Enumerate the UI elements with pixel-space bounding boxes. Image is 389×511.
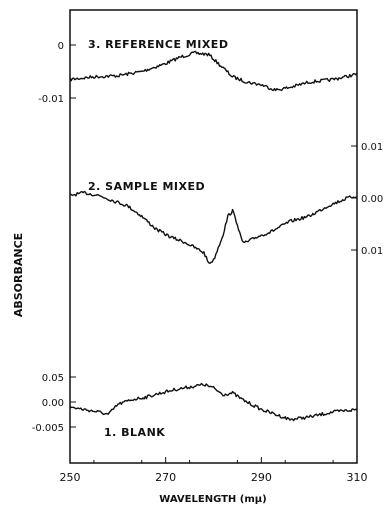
y-tick-label: 0.00 [42,398,64,409]
y-tick-label: 0.01 [361,142,383,153]
x-axis-title: WAVELENGTH (mμ) [159,494,266,505]
y-tick-label: 0.01 [361,246,383,257]
x-tick-label: 290 [251,471,272,484]
series-line [69,382,358,422]
y-tick-label: 0.05 [42,373,64,384]
y-axis-title: ABSORBANCE [12,233,25,317]
series-label: 3. REFERENCE MIXED [88,38,228,51]
x-axis: 250 270 290 310 [60,457,368,484]
curve-labels: 3. REFERENCE MIXED 2. SAMPLE MIXED 1. BLAN… [88,38,228,439]
series-line [69,190,358,264]
plot-frame [69,9,358,464]
x-tick-label: 250 [60,471,81,484]
y-tick-label: -0.01 [38,94,64,105]
y-tick-label: 0 [58,41,64,52]
series-label: 1. BLANK [104,426,165,439]
x-tick-label: 310 [347,471,368,484]
y-tick-label: -0.005 [32,423,64,434]
y-axis-ticks: 0 -0.01 0.01 0.00 0.01 0.05 0.00 -0.005 [32,41,384,434]
series-label: 2. SAMPLE MIXED [88,180,205,193]
y-tick-label: 0.00 [361,194,383,205]
x-tick-label: 270 [155,471,176,484]
spectrum-curves [69,50,358,422]
series-line [69,50,358,92]
